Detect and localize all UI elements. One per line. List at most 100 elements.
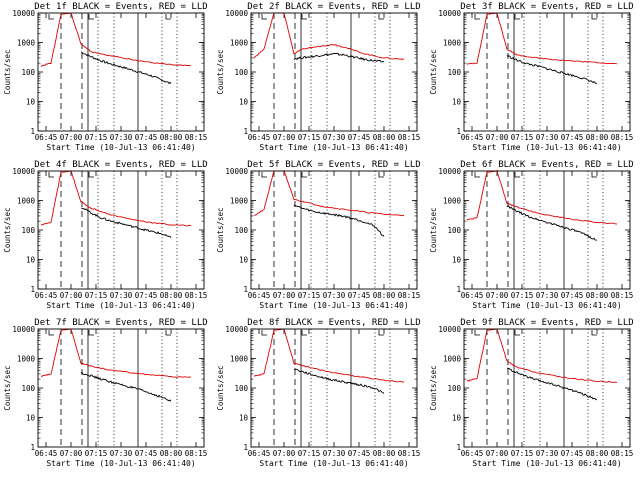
top-marker (301, 172, 307, 178)
panel-title: Det 2f BLACK = Events, RED = LLD (247, 2, 420, 12)
x-tick-label: 07:45 (561, 133, 584, 142)
lld-series-line (466, 169, 618, 225)
x-axis-label: Start Time (10-Jul-13 06:41:40) (259, 459, 408, 468)
lld-series-line (40, 12, 192, 67)
x-tick-label: 07:00 (486, 133, 509, 142)
x-tick-label: 07:00 (60, 291, 83, 300)
y-tick-label: 10000 (12, 9, 35, 18)
top-marker (165, 14, 171, 20)
top-marker (48, 330, 54, 336)
x-axis-label: Start Time (10-Jul-13 06:41:40) (472, 459, 621, 468)
plot-frame (463, 328, 631, 448)
y-tick-label: 10000 (438, 9, 461, 18)
y-tick-label: 10 (26, 256, 36, 265)
y-tick-label: 1000 (230, 39, 249, 48)
y-tick-label: 100 (234, 68, 248, 77)
y-tick-label: 10000 (438, 325, 461, 334)
y-tick-label: 100 (21, 226, 35, 235)
x-tick-label: 08:15 (185, 449, 208, 458)
panel-4: Det 4f BLACK = Events, RED = LLD Counts/s… (3, 160, 208, 310)
top-marker (591, 172, 597, 178)
top-marker (378, 172, 384, 178)
x-tick-label: 07:15 (298, 449, 321, 458)
y-tick-label: 1 (243, 127, 248, 136)
plot-frame (250, 328, 418, 448)
panel-title: Det 3f BLACK = Events, RED = LLD (460, 2, 633, 12)
x-axis-label: Start Time (10-Jul-13 06:41:40) (472, 143, 621, 152)
lld-series-line (254, 328, 405, 383)
plot-frame (463, 12, 631, 132)
x-tick-label: 08:15 (185, 291, 208, 300)
events-series-line (506, 55, 597, 85)
y-tick-label: 10000 (438, 167, 461, 176)
y-axis-label: Counts/sec (429, 207, 438, 252)
x-tick-label: 07:15 (85, 449, 108, 458)
y-axis-label: Counts/sec (429, 365, 438, 410)
panel-title: Det 6f BLACK = Events, RED = LLD (460, 160, 633, 170)
events-series-line (80, 207, 172, 238)
top-marker (378, 330, 384, 336)
panel-3: Det 3f BLACK = Events, RED = LLD Counts/s… (429, 2, 634, 152)
x-axis-label: Start Time (10-Jul-13 06:41:40) (472, 301, 621, 310)
y-tick-label: 10 (239, 98, 249, 107)
y-tick-label: 1 (30, 285, 35, 294)
panel-6: Det 6f BLACK = Events, RED = LLD Counts/s… (429, 160, 634, 310)
y-tick-label: 10000 (12, 167, 35, 176)
y-tick-label: 100 (21, 68, 35, 77)
x-tick-label: 08:00 (373, 291, 396, 300)
top-marker (474, 172, 480, 178)
y-axis-label: Counts/sec (216, 365, 225, 410)
events-series-line (506, 205, 598, 241)
events-series-line (293, 368, 385, 394)
x-tick-label: 07:00 (60, 133, 83, 142)
y-axis-label: Counts/sec (216, 207, 225, 252)
x-tick-label: 08:15 (611, 449, 634, 458)
x-tick-label: 08:00 (586, 133, 609, 142)
x-tick-label: 08:00 (160, 449, 183, 458)
x-tick-label: 07:30 (110, 133, 133, 142)
x-tick-label: 08:15 (611, 291, 634, 300)
panel-2: Det 2f BLACK = Events, RED = LLD Counts/s… (216, 2, 421, 152)
y-tick-label: 1 (456, 285, 461, 294)
x-tick-label: 07:30 (110, 291, 133, 300)
x-tick-label: 07:00 (486, 449, 509, 458)
x-tick-label: 08:15 (398, 291, 421, 300)
x-tick-label: 07:45 (348, 133, 371, 142)
y-tick-label: 100 (447, 68, 461, 77)
top-marker (474, 14, 480, 20)
x-tick-label: 07:30 (323, 291, 346, 300)
y-tick-label: 100 (447, 226, 461, 235)
lld-series-line (466, 12, 618, 65)
top-marker (165, 172, 171, 178)
y-tick-label: 1000 (443, 355, 462, 364)
x-tick-label: 06:45 (248, 291, 271, 300)
y-tick-label: 10 (239, 256, 249, 265)
y-tick-label: 10 (452, 256, 462, 265)
x-tick-label: 06:45 (35, 449, 58, 458)
panel-8: Det 8f BLACK = Events, RED = LLD Counts/s… (216, 318, 421, 468)
x-tick-label: 08:00 (373, 449, 396, 458)
y-tick-label: 100 (234, 384, 248, 393)
top-marker (474, 330, 480, 336)
x-tick-label: 08:15 (185, 133, 208, 142)
top-marker (591, 14, 597, 20)
panel-1: Det 1f BLACK = Events, RED = LLD Counts/s… (3, 2, 208, 152)
y-tick-label: 100 (447, 384, 461, 393)
x-axis-label: Start Time (10-Jul-13 06:41:40) (46, 143, 195, 152)
y-tick-label: 1000 (230, 355, 249, 364)
events-series-line (293, 204, 385, 237)
panel-title: Det 4f BLACK = Events, RED = LLD (34, 160, 207, 170)
y-tick-label: 1000 (17, 39, 36, 48)
x-tick-label: 08:00 (160, 291, 183, 300)
y-tick-label: 10000 (12, 325, 35, 334)
x-tick-label: 08:00 (586, 291, 609, 300)
panel-9: Det 9f BLACK = Events, RED = LLD Counts/s… (429, 318, 634, 468)
x-tick-label: 08:00 (586, 449, 609, 458)
events-series-line (506, 367, 597, 401)
y-tick-label: 1 (30, 127, 35, 136)
y-tick-label: 1000 (17, 197, 36, 206)
x-tick-label: 07:45 (135, 449, 158, 458)
x-tick-label: 07:15 (298, 133, 321, 142)
panel-5: Det 5f BLACK = Events, RED = LLD Counts/s… (216, 160, 421, 310)
plot-frame (250, 170, 418, 290)
